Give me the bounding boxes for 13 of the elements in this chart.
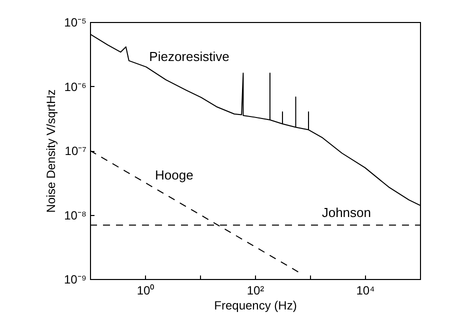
x-tick-label: 10² [246,284,264,298]
y-tick-label: 10⁻⁶ [64,80,87,94]
y-tick-label: 10⁻⁹ [64,272,86,286]
y-tick-label: 10⁻⁵ [64,16,87,30]
series-label: Johnson [322,205,371,220]
y-tick-label: 10⁻⁷ [64,144,86,158]
series-label: Piezoresistive [149,48,230,64]
y-tick-label: 10⁻⁸ [64,208,86,222]
y-axis-title: Noise Density V/sqrtHz [44,89,58,213]
x-tick-label: 10⁴ [356,284,375,298]
x-tick-label: 10⁰ [136,284,154,298]
x-axis-title: Frequency (Hz) [214,298,297,312]
series-label: Hooge [155,168,194,182]
